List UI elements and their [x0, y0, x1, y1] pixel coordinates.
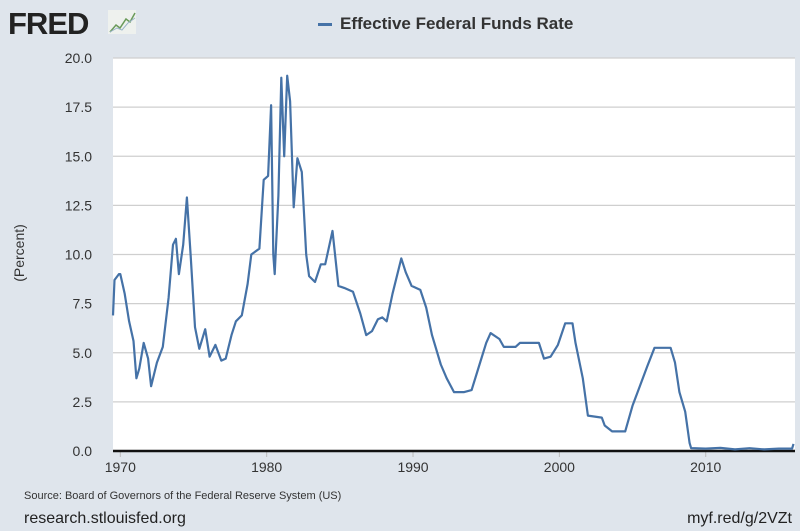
y-tick-label: 12.5: [65, 197, 92, 213]
legend-item: Effective Federal Funds Rate: [318, 14, 573, 34]
y-tick-label: 7.5: [73, 296, 93, 312]
x-tick-label: 2010: [690, 459, 721, 475]
y-tick-label: 5.0: [73, 345, 93, 361]
fred-logo: FRED: [8, 6, 89, 41]
x-tick-label: 1990: [397, 459, 428, 475]
legend-label: Effective Federal Funds Rate: [340, 14, 574, 33]
y-axis-label: (Percent): [10, 224, 27, 282]
x-tick-label: 2000: [544, 459, 575, 475]
y-tick-label: 20.0: [65, 50, 92, 66]
short-link[interactable]: myf.red/g/2VZt: [687, 510, 792, 527]
y-tick-label: 17.5: [65, 99, 92, 115]
y-tick-label: 15.0: [65, 148, 92, 164]
site-link[interactable]: research.stlouisfed.org: [24, 510, 186, 527]
x-tick-label: 1970: [105, 459, 136, 475]
x-tick-label: 1980: [251, 459, 282, 475]
source-note: Source: Board of Governors of the Federa…: [24, 490, 342, 502]
y-tick-label: 10.0: [65, 247, 92, 263]
y-tick-label: 0.0: [73, 443, 93, 459]
chart-line-icon: [108, 10, 136, 34]
y-tick-label: 2.5: [73, 394, 93, 410]
legend-swatch: [318, 22, 332, 26]
